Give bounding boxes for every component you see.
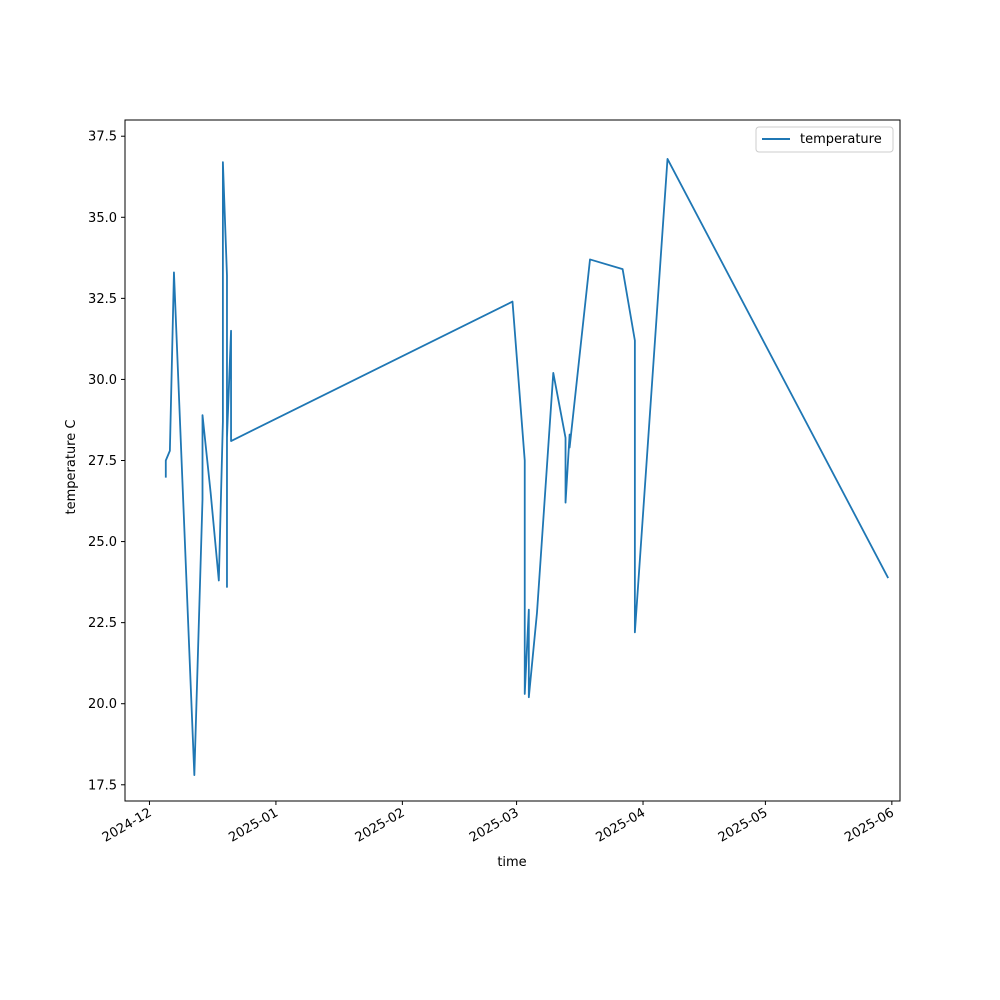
legend-box xyxy=(755,126,894,153)
y-axis: 17.5 20.0 22.5 25.0 27.5 30.0 32.5 35.0 37.5 xyxy=(88,130,125,793)
y-tick-label: 27.5 xyxy=(88,454,117,469)
y-axis-label: temperature C xyxy=(64,420,79,515)
y-tick-label: 37.5 xyxy=(88,130,117,145)
y-tick-label: 22.5 xyxy=(88,616,117,631)
series-line-0 xyxy=(164,158,889,776)
y-tick-label: 17.5 xyxy=(88,778,117,793)
y-tick-label: 20.0 xyxy=(88,697,117,712)
legend: temperature xyxy=(755,126,894,153)
series-layer xyxy=(164,158,889,776)
x-axis-label: time xyxy=(497,855,526,870)
y-tick-label: 35.0 xyxy=(88,211,117,226)
y-tick-label: 30.0 xyxy=(88,373,117,388)
legend-label: temperature xyxy=(800,132,882,147)
y-tick-label: 32.5 xyxy=(88,292,117,307)
y-tick-label: 25.0 xyxy=(88,535,117,550)
